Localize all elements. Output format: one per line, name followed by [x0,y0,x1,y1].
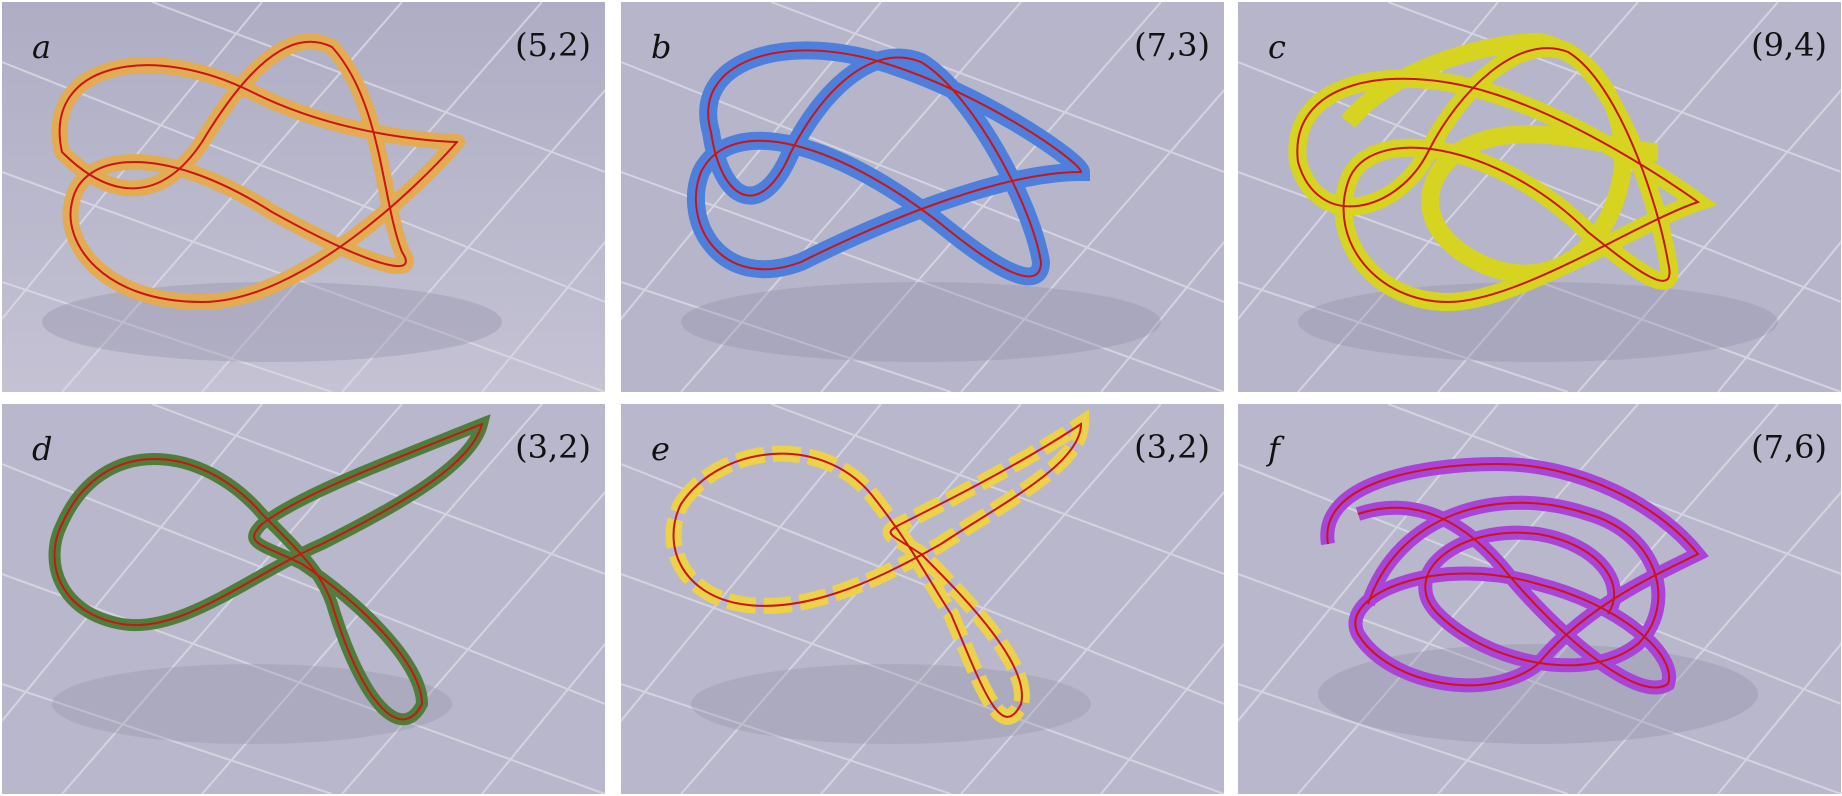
panel-a: a (5,2) [2,2,605,392]
knot-render-f [1238,404,1841,794]
knot-parameter: (7,3) [1134,26,1210,64]
panel-letter: c [1268,28,1286,66]
knot-parameter: (5,2) [515,26,591,64]
knot-parameter: (3,2) [515,428,591,466]
knot-render-a [2,2,605,392]
panel-e: e (3,2) [621,404,1224,794]
knot-render-d [2,404,605,794]
knot-render-b [621,2,1224,392]
panel-f: f (7,6) [1238,404,1841,794]
knot-parameter: (3,2) [1134,428,1210,466]
panel-b: b (7,3) [621,2,1224,392]
panel-letter: f [1268,430,1280,468]
panel-d: d (3,2) [2,404,605,794]
panel-letter: a [32,28,52,66]
panel-letter: d [32,430,53,468]
knot-parameter: (9,4) [1751,26,1827,64]
panel-c: c (9,4) [1238,2,1841,392]
panel-letter: b [651,28,672,66]
panel-letter: e [651,430,670,468]
knot-render-c [1238,2,1841,392]
knot-render-e [621,404,1224,794]
knot-parameter: (7,6) [1751,428,1827,466]
